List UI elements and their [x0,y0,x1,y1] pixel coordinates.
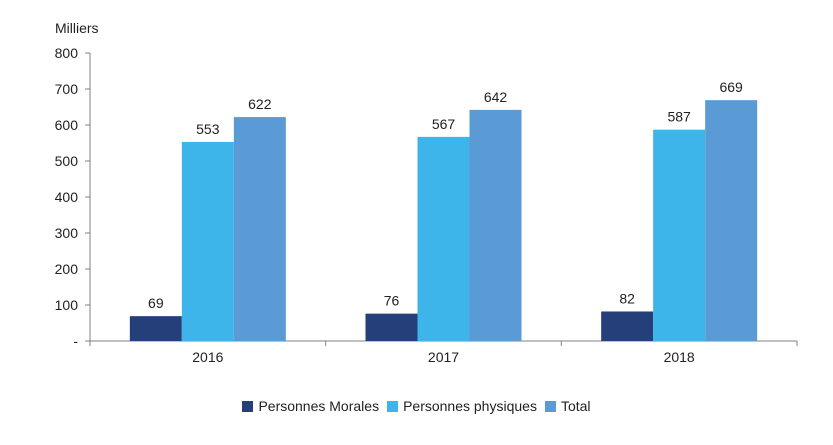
legend: Personnes Morales Personnes physiques To… [0,398,833,414]
x-tick-label: 2016 [192,349,223,365]
bar-value-label: 622 [248,96,272,112]
legend-label: Personnes Morales [258,398,380,414]
bar-value-label: 76 [384,293,400,309]
y-tick-label: 500 [55,153,79,169]
legend-swatch [387,400,399,412]
bar-value-label: 553 [196,121,220,137]
legend-label: Personnes physiques [403,398,537,414]
bar [653,129,706,341]
bar [417,136,470,341]
bar-value-label: 82 [619,290,635,306]
x-tick-label: 2018 [664,349,695,365]
legend-swatch [544,400,556,412]
legend-swatch [242,400,254,412]
y-tick-label: - [73,333,78,349]
y-tick-label: 300 [55,225,79,241]
y-axis-title: Milliers [55,20,99,36]
legend-item-personnes-morales: Personnes Morales [242,398,379,414]
legend-label: Total [560,398,591,414]
bar-value-label: 642 [484,89,508,105]
bar [705,100,758,341]
y-tick-label: 800 [55,45,79,61]
y-tick-label: 600 [55,117,79,133]
bar [129,316,182,341]
bar [233,117,286,341]
y-tick-label: 200 [55,261,79,277]
bar-value-label: 567 [432,116,456,132]
bar [601,311,654,341]
y-tick-label: 700 [55,81,79,97]
data-labels-group: 69 553 622 76 567 642 82 587 669 [148,79,743,311]
bar-value-label: 69 [148,295,164,311]
bar [181,141,234,341]
bar-value-label: 669 [719,79,743,95]
x-tick-label: 2017 [428,349,459,365]
legend-item-total: Total [544,398,591,414]
bar-series-group [129,100,758,341]
bar [365,313,418,341]
x-axis: 2016 2017 2018 [89,340,798,365]
y-tick-label: 100 [55,297,79,313]
bar [469,109,522,341]
legend-item-personnes-physiques: Personnes physiques [387,398,537,414]
y-tick-label: 400 [55,189,79,205]
bar-value-label: 587 [667,109,691,125]
y-axis: - 100 200 300 400 500 600 700 800 [55,45,91,349]
